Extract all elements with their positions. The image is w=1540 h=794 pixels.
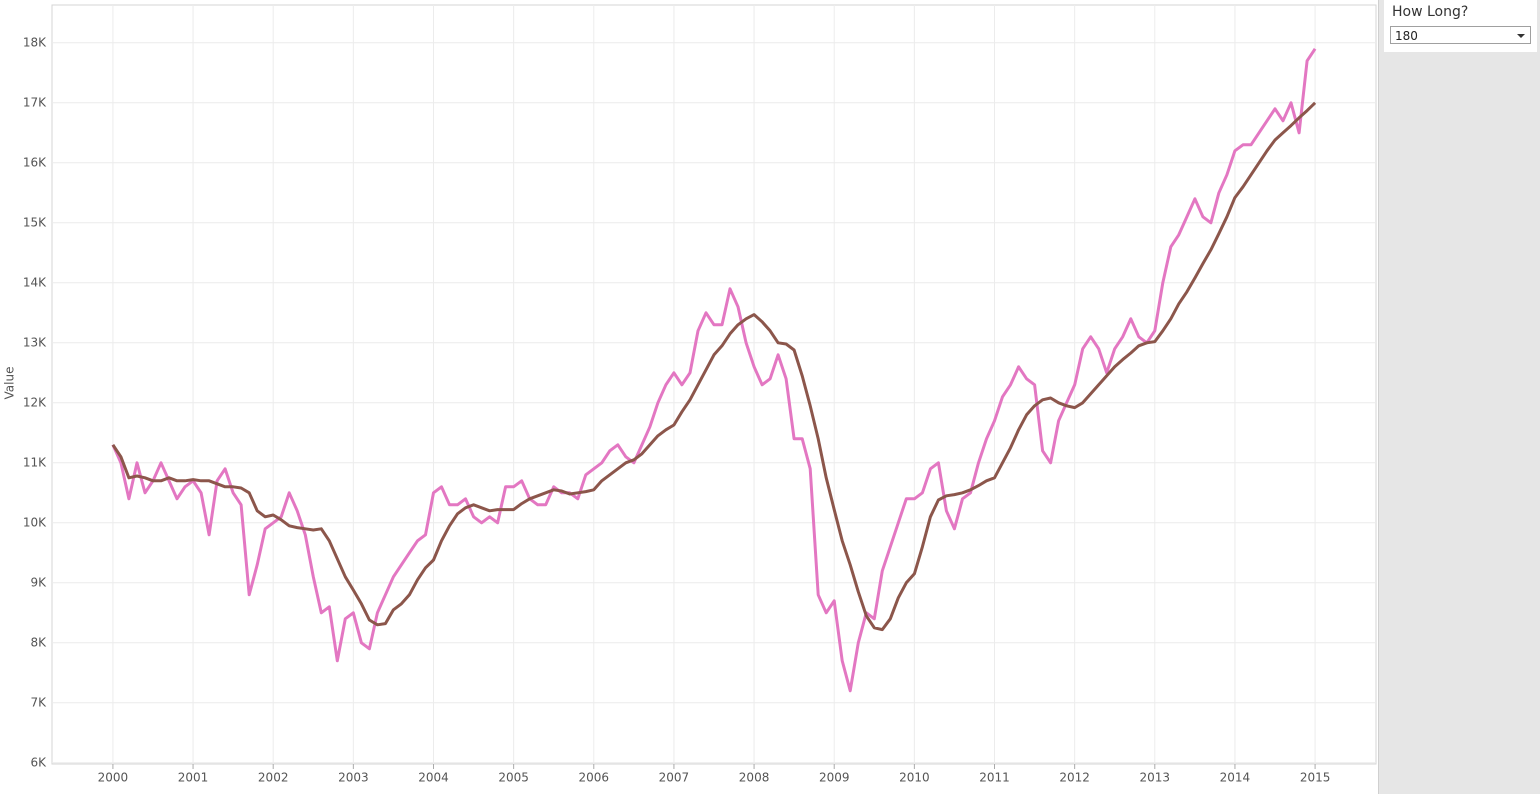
y-tick-label: 6K <box>30 755 47 769</box>
x-tick-label: 2015 <box>1300 771 1331 785</box>
y-tick-label: 11K <box>23 455 47 469</box>
y-tick-label: 17K <box>23 95 47 109</box>
y-tick-label: 14K <box>23 275 47 289</box>
y-tick-label: 7K <box>30 695 47 709</box>
filter-title: How Long? <box>1392 4 1469 20</box>
x-tick-label: 2009 <box>819 771 850 785</box>
y-tick-label: 9K <box>30 575 47 589</box>
y-axis-title: Value <box>3 367 17 400</box>
chart: Value Date 6K 7K 8K 9K 10K 11K 12K 13K 14K 15K 16K… <box>3 4 1377 794</box>
plot-frame <box>51 4 1377 765</box>
x-axis-title: Date <box>699 793 728 794</box>
x-tick-label: 2001 <box>178 771 209 785</box>
x-tick-label: 2012 <box>1059 771 1090 785</box>
x-tick-label: 2004 <box>418 771 449 785</box>
y-tick-label: 12K <box>23 395 47 409</box>
y-tick-label: 15K <box>23 215 47 229</box>
x-tick-label: 2014 <box>1220 771 1251 785</box>
y-tick-label: 8K <box>30 635 47 649</box>
y-tick-label: 18K <box>23 35 47 49</box>
x-tick-label: 2008 <box>739 771 770 785</box>
filter-card: How Long? 180 <box>1384 0 1537 52</box>
y-tick-label: 13K <box>23 335 47 349</box>
dropdown-value: 180 <box>1395 29 1418 43</box>
x-tick-label: 2006 <box>579 771 610 785</box>
x-tick-label: 2010 <box>899 771 930 785</box>
x-tick-label: 2002 <box>258 771 289 785</box>
y-tick-label: 10K <box>23 515 47 529</box>
x-tick-label: 2005 <box>498 771 529 785</box>
x-tick-label: 2007 <box>659 771 690 785</box>
dropdown[interactable]: 180 <box>1390 26 1531 44</box>
series-line <box>111 47 1317 693</box>
x-tick-label: 2000 <box>98 771 129 785</box>
dropdown-arrow <box>1517 34 1525 38</box>
side-panel: How Long? 180 <box>1378 0 1540 794</box>
x-tick-label: 2003 <box>338 771 369 785</box>
x-tick-label: 2013 <box>1140 771 1171 785</box>
series-line <box>111 101 1317 632</box>
y-tick-label: 16K <box>23 155 47 169</box>
x-tick-label: 2011 <box>979 771 1010 785</box>
